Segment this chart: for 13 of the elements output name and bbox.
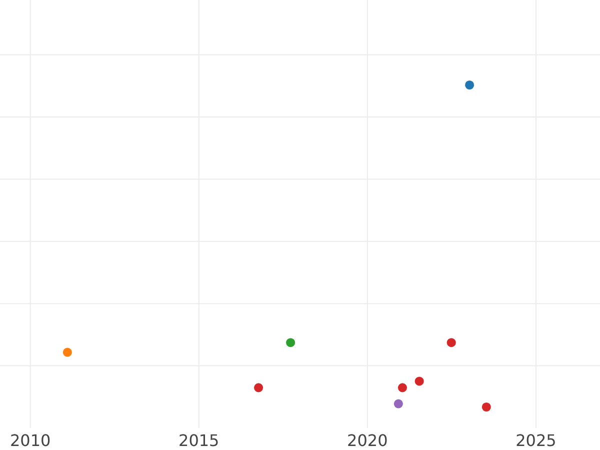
point [398, 383, 407, 392]
x-tick-label: 2010 [10, 431, 51, 450]
point [465, 80, 474, 90]
point [482, 402, 491, 412]
point [394, 399, 403, 408]
point [254, 383, 264, 392]
point [286, 338, 296, 348]
x-tick-label: 2020 [347, 431, 388, 450]
x-tick-label: 2025 [516, 431, 556, 450]
point [414, 376, 424, 386]
point [446, 338, 456, 348]
x-tick-label: 2015 [178, 431, 220, 450]
point [62, 348, 72, 357]
